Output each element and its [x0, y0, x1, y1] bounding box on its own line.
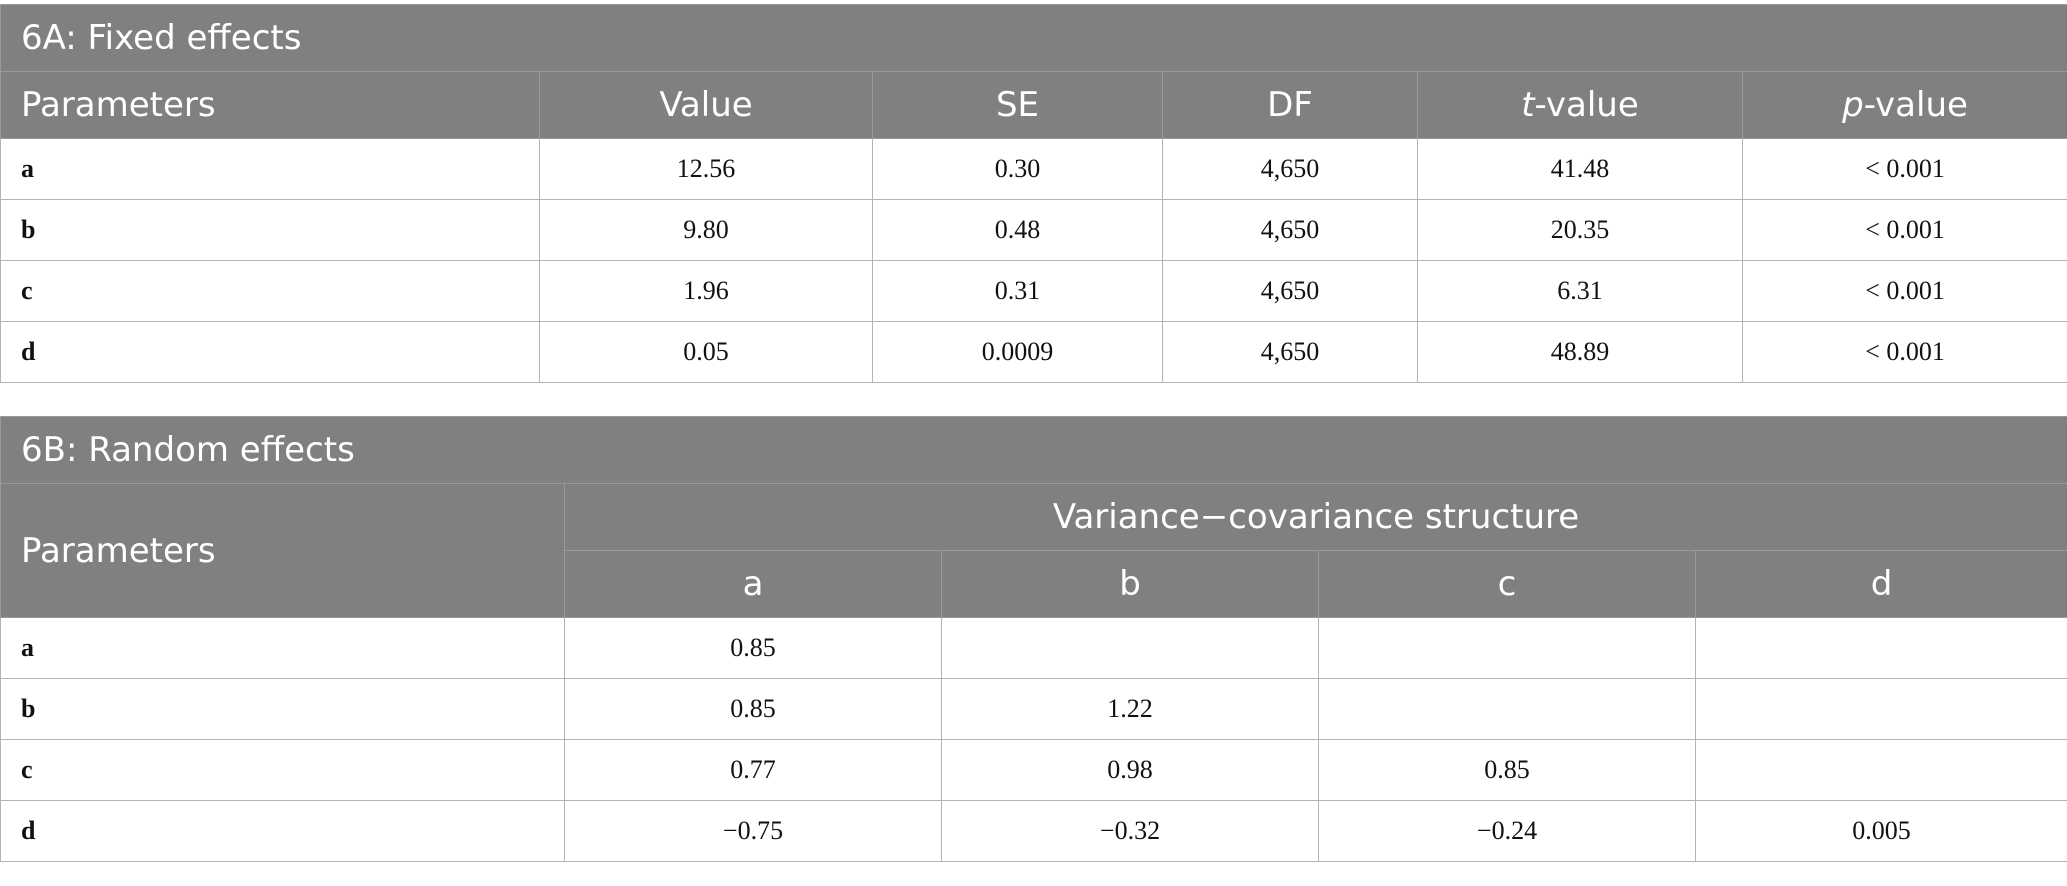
- header-col-a: a: [564, 550, 942, 618]
- cov-cell: [1694, 739, 2067, 801]
- cov-cell: 0.98: [941, 739, 1319, 801]
- header-parameters: Parameters: [0, 71, 540, 139]
- df-cell: 4,650: [1162, 138, 1418, 200]
- param-cell: d: [0, 800, 565, 862]
- value-cell: 9.80: [539, 199, 873, 261]
- header-t-suffix: -value: [1534, 85, 1639, 125]
- df-cell: 4,650: [1162, 260, 1418, 322]
- table-row: c 1.96 0.31 4,650 6.31 < 0.001: [0, 260, 2067, 322]
- table-row: d 0.05 0.0009 4,650 48.89 < 0.001: [0, 321, 2067, 383]
- fixed-effects-table: 6A: Fixed effects Parameters Value SE DF…: [0, 4, 2067, 383]
- table-row: c 0.77 0.98 0.85: [0, 739, 2067, 801]
- cov-cell: 1.22: [941, 678, 1319, 740]
- cov-cell: 0.005: [1694, 800, 2067, 862]
- param-cell: c: [0, 260, 540, 322]
- header-t-symbol: t: [1521, 85, 1535, 125]
- cov-cell: [941, 617, 1319, 679]
- cov-cell: [1694, 617, 2067, 679]
- cov-cell: 0.77: [564, 739, 942, 801]
- t-cell: 6.31: [1417, 260, 1743, 322]
- cov-cell: 0.85: [1318, 739, 1696, 801]
- table-row: b 0.85 1.22: [0, 678, 2067, 740]
- se-cell: 0.48: [872, 199, 1163, 261]
- cov-cell: −0.32: [941, 800, 1319, 862]
- table-row: b 9.80 0.48 4,650 20.35 < 0.001: [0, 199, 2067, 261]
- p-cell: < 0.001: [1741, 138, 2067, 200]
- param-cell: b: [0, 199, 540, 261]
- header-value: Value: [539, 71, 873, 139]
- se-cell: 0.31: [872, 260, 1163, 322]
- header-col-d: d: [1694, 550, 2067, 618]
- random-effects-title: 6B: Random effects: [0, 416, 2067, 484]
- fixed-effects-title: 6A: Fixed effects: [0, 4, 2067, 72]
- cov-cell: [1694, 678, 2067, 740]
- value-cell: 1.96: [539, 260, 873, 322]
- cov-cell: −0.75: [564, 800, 942, 862]
- p-cell: < 0.001: [1741, 199, 2067, 261]
- header-p-suffix: -value: [1863, 85, 1968, 125]
- t-cell: 48.89: [1417, 321, 1743, 383]
- df-cell: 4,650: [1162, 199, 1418, 261]
- t-cell: 41.48: [1417, 138, 1743, 200]
- cov-cell: [1318, 678, 1696, 740]
- header-col-c: c: [1318, 550, 1696, 618]
- param-cell: b: [0, 678, 565, 740]
- se-cell: 0.30: [872, 138, 1163, 200]
- cov-cell: 0.85: [564, 617, 942, 679]
- se-cell: 0.0009: [872, 321, 1163, 383]
- value-cell: 0.05: [539, 321, 873, 383]
- header-se: SE: [872, 71, 1163, 139]
- header-p-value: p-value: [1741, 71, 2067, 139]
- table-row: d −0.75 −0.32 −0.24 0.005: [0, 800, 2067, 862]
- header-variance-covariance: Variance−covariance structure: [563, 483, 2067, 551]
- header-col-b: b: [941, 550, 1319, 618]
- cov-cell: 0.85: [564, 678, 942, 740]
- param-cell: a: [0, 617, 565, 679]
- header-t-value: t-value: [1417, 71, 1743, 139]
- header-parameters: Parameters: [0, 483, 565, 618]
- cov-cell: [1318, 617, 1696, 679]
- header-df: DF: [1162, 71, 1418, 139]
- p-cell: < 0.001: [1741, 260, 2067, 322]
- header-p-symbol: p: [1842, 85, 1864, 125]
- param-cell: a: [0, 138, 540, 200]
- table-row: a 0.85: [0, 617, 2067, 679]
- p-cell: < 0.001: [1741, 321, 2067, 383]
- param-cell: c: [0, 739, 565, 801]
- df-cell: 4,650: [1162, 321, 1418, 383]
- param-cell: d: [0, 321, 540, 383]
- random-effects-table: 6B: Random effects Parameters Variance−c…: [0, 416, 2067, 862]
- value-cell: 12.56: [539, 138, 873, 200]
- t-cell: 20.35: [1417, 199, 1743, 261]
- table-row: a 12.56 0.30 4,650 41.48 < 0.001: [0, 138, 2067, 200]
- cov-cell: −0.24: [1318, 800, 1696, 862]
